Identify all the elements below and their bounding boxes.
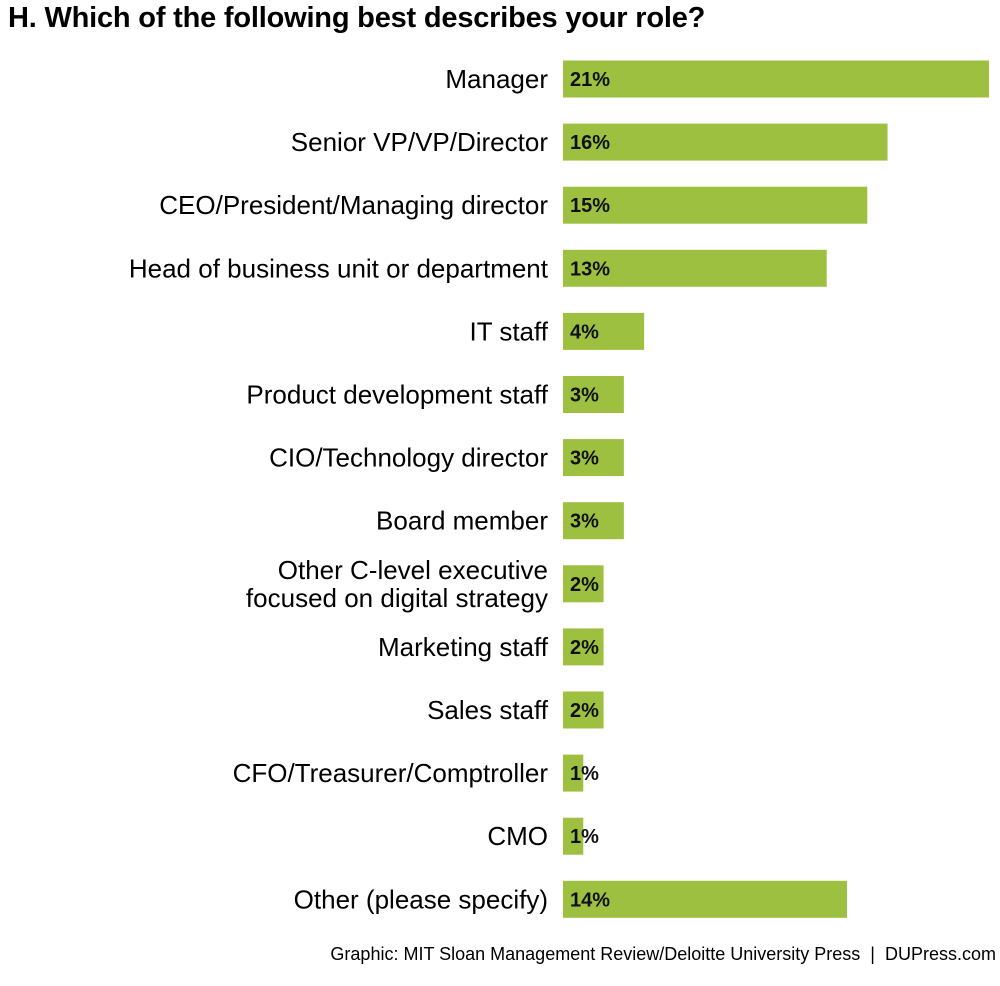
category-label-4: IT staff — [469, 316, 548, 346]
category-label-3: Head of business unit or department — [129, 253, 549, 283]
bar-11 — [563, 754, 584, 792]
bar-2 — [563, 186, 868, 224]
bar-0 — [563, 60, 989, 98]
bar-13 — [563, 880, 847, 918]
category-label-8-line-0: Other C-level executive — [278, 555, 548, 585]
value-label-12: 1% — [570, 826, 599, 848]
value-label-0: 21% — [570, 69, 610, 91]
credit-separator: | — [870, 944, 875, 964]
bar-1 — [563, 123, 888, 161]
bar-6 — [563, 439, 624, 477]
chart-title: H. Which of the following best describes… — [8, 2, 706, 34]
bar-10 — [563, 691, 604, 729]
category-label-1: Senior VP/VP/Director — [291, 127, 549, 157]
category-label-8-line-1: focused on digital strategy — [246, 583, 548, 613]
value-label-11: 1% — [570, 763, 599, 785]
value-label-13: 14% — [570, 889, 610, 911]
value-label-7: 3% — [570, 511, 599, 533]
category-label-13: Other (please specify) — [294, 884, 548, 914]
value-label-10: 2% — [570, 700, 599, 722]
value-label-9: 2% — [570, 637, 599, 659]
bar-5 — [563, 376, 624, 413]
category-label-0: Manager — [445, 64, 548, 94]
category-label-10: Sales staff — [427, 695, 549, 725]
source-credit: Graphic: MIT Sloan Management Review/Del… — [330, 944, 996, 965]
value-label-4: 4% — [570, 321, 599, 343]
bar-4 — [563, 312, 645, 350]
credit-text: Graphic: MIT Sloan Management Review/Del… — [330, 944, 861, 964]
category-label-11: CFO/Treasurer/Comptroller — [233, 758, 549, 788]
value-label-1: 16% — [570, 132, 610, 154]
bar-3 — [563, 249, 827, 287]
bar-7 — [563, 502, 624, 540]
value-label-3: 13% — [570, 258, 610, 280]
value-label-5: 3% — [570, 385, 599, 407]
category-label-5: Product development staff — [246, 380, 548, 410]
category-label-6: CIO/Technology director — [269, 443, 548, 473]
bar-12 — [563, 817, 584, 855]
category-label-8: Other C-level executive focused on digita… — [246, 555, 548, 613]
value-label-2: 15% — [570, 195, 610, 217]
value-label-8: 2% — [570, 574, 599, 596]
category-label-12: CMO — [487, 821, 548, 851]
value-label-6: 3% — [570, 448, 599, 470]
category-label-9: Marketing staff — [378, 632, 549, 662]
category-label-7: Board member — [376, 506, 548, 536]
category-label-2: CEO/President/Managing director — [159, 190, 548, 220]
bar-8 — [563, 565, 604, 603]
site-link: DUPress.com — [884, 944, 996, 964]
bar-9 — [563, 628, 604, 666]
